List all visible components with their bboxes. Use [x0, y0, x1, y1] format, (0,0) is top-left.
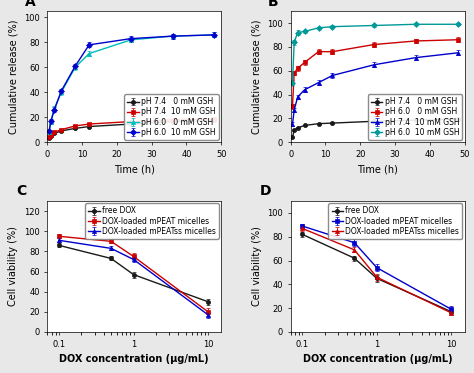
- Legend: free DOX, DOX-loaded mPEAT micelles, DOX-loaded mPEATss micelles: free DOX, DOX-loaded mPEAT micelles, DOX…: [85, 203, 219, 239]
- Y-axis label: Cumulative release (%): Cumulative release (%): [252, 19, 262, 134]
- Y-axis label: Cell viability (%): Cell viability (%): [9, 226, 18, 307]
- Legend: pH 7.4   0 mM GSH, pH 7.4  10 mM GSH, pH 6.0   0 mM GSH, pH 6.0  10 mM GSH: pH 7.4 0 mM GSH, pH 7.4 10 mM GSH, pH 6.…: [124, 94, 219, 140]
- Text: A: A: [25, 0, 36, 9]
- X-axis label: Time (h): Time (h): [357, 164, 398, 174]
- X-axis label: DOX concentration (μg/mL): DOX concentration (μg/mL): [60, 354, 209, 364]
- Text: D: D: [259, 184, 271, 198]
- Y-axis label: Cumulative release (%): Cumulative release (%): [9, 19, 18, 134]
- Y-axis label: Cell viability (%): Cell viability (%): [252, 226, 262, 307]
- X-axis label: Time (h): Time (h): [114, 164, 155, 174]
- Text: B: B: [268, 0, 279, 9]
- Legend: free DOX, DOX-loaded mPEAT micelles, DOX-loaded mPEATss micelles: free DOX, DOX-loaded mPEAT micelles, DOX…: [328, 203, 462, 239]
- X-axis label: DOX concentration (μg/mL): DOX concentration (μg/mL): [303, 354, 452, 364]
- Text: C: C: [16, 184, 27, 198]
- Legend: pH 7.4   0 mM GSH, pH 6.0   0 mM GSH, pH 7.4  10 mM GSH, pH 6.0  10 mM GSH: pH 7.4 0 mM GSH, pH 6.0 0 mM GSH, pH 7.4…: [368, 94, 462, 140]
